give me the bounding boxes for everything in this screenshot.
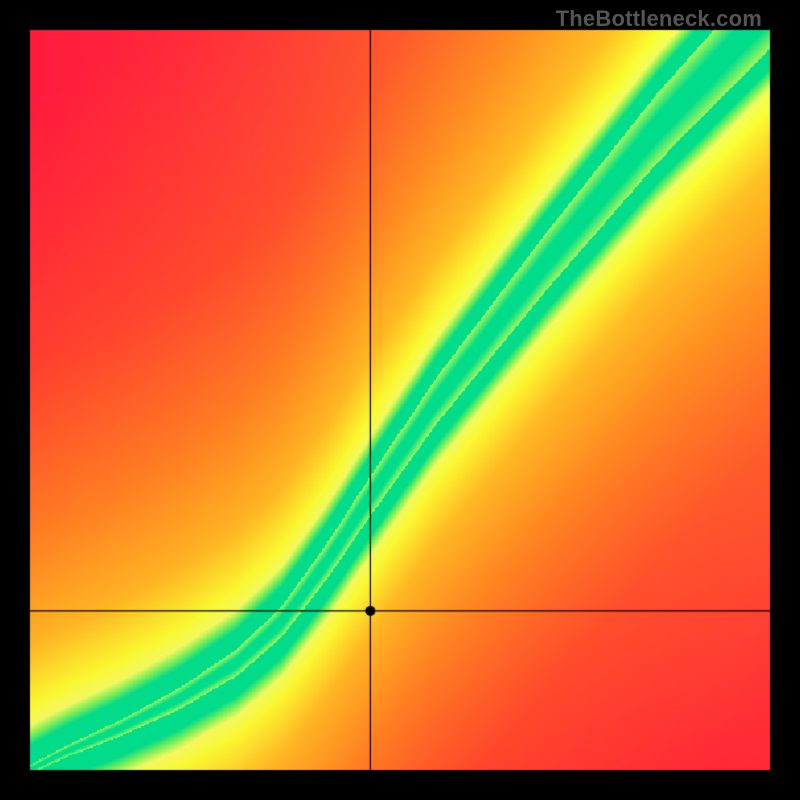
bottleneck-heatmap	[0, 0, 800, 800]
watermark-text: TheBottleneck.com	[556, 6, 762, 32]
